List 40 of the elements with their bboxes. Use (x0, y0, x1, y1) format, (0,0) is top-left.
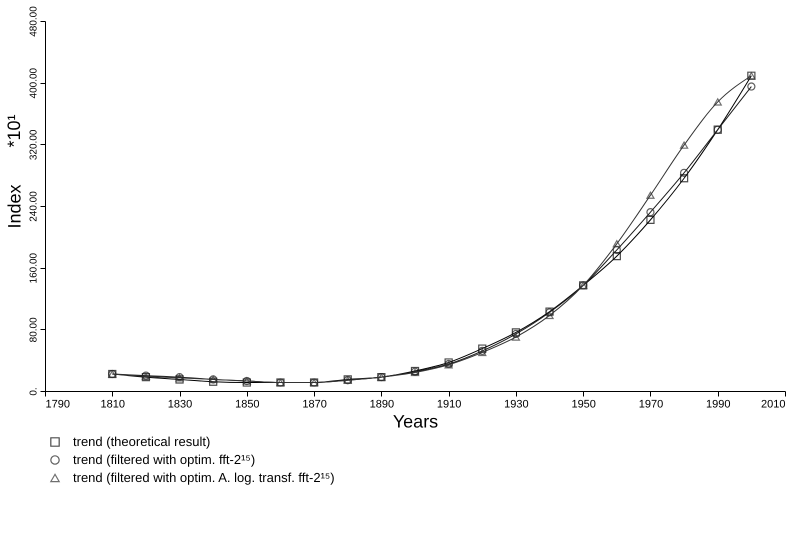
x-tick-label: 1790 (46, 398, 70, 410)
point (646, 192, 655, 199)
point (680, 141, 688, 149)
x-tick-label: 1970 (638, 398, 664, 410)
x-axis-title: Years (392, 412, 438, 432)
point (680, 168, 688, 177)
x-tick-label: 1810 (100, 398, 126, 410)
x-tick-label: 1890 (370, 398, 394, 410)
text: *10¹ (4, 114, 24, 148)
x-tick-label: 1950 (571, 398, 596, 410)
point (680, 174, 688, 182)
point (209, 378, 218, 386)
x-tick-label: 1930 (504, 398, 529, 410)
y-tick-label: 80.00 (28, 316, 40, 342)
legend-label: trend (theoretical result) (73, 434, 210, 449)
x-tick-label: 1830 (168, 398, 192, 410)
point (714, 98, 722, 106)
x-tick-label: 1870 (302, 398, 327, 410)
point (646, 208, 655, 216)
point (747, 82, 756, 91)
point (646, 216, 655, 224)
x-tick-label: 1910 (436, 398, 462, 410)
point (512, 333, 520, 341)
point (612, 240, 621, 248)
y-tick-label: 160.00 (28, 252, 40, 284)
legend-label: trend (filtered with optim. A. log. transf. fft-2¹⁵) (73, 470, 335, 485)
point (612, 252, 621, 260)
y-tick-label: 400.00 (28, 67, 40, 98)
point (545, 312, 554, 320)
point (478, 344, 486, 353)
y-tick-label: 480.00 (28, 6, 40, 37)
x-tick-label: 1990 (706, 398, 730, 410)
point (612, 246, 621, 254)
x-tick-label: 2010 (761, 398, 786, 410)
y-tick-label: 320.00 (28, 129, 40, 160)
y-tick-label: 0. (28, 387, 40, 396)
legend-label: trend (filtered with optim. fft-2¹⁵) (73, 452, 256, 467)
y-axis-title: Index (4, 184, 24, 229)
y-tick-label: 240.00 (28, 190, 40, 222)
x-tick-label: 1850 (235, 398, 260, 410)
